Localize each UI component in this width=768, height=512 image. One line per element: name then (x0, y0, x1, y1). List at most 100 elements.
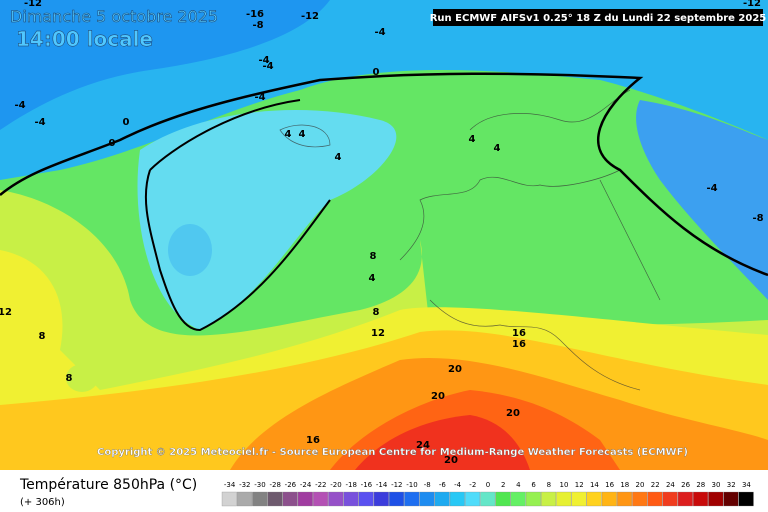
run-label: Run ECMWF AIFSv1 0.25° 18 Z du Lundi 22 … (430, 13, 767, 24)
contour-label: -4 (34, 117, 45, 128)
date-label: Dimanche 5 octobre 2025 (10, 7, 218, 26)
legend-tick-label: 32 (727, 481, 736, 489)
zero-isotherm (144, 99, 331, 332)
legend-swatch (647, 491, 663, 507)
legend-swatch (510, 491, 526, 507)
legend-swatch (662, 491, 678, 507)
legend-swatch (601, 491, 617, 507)
contour-label: -12 (301, 11, 319, 22)
legend-tick-label: -18 (345, 481, 356, 489)
contour-label: 20 (444, 455, 458, 466)
legend-swatch (465, 491, 481, 507)
legend-tick-label: -28 (269, 481, 280, 489)
coastline (279, 89, 661, 391)
contour-label: 12 (0, 307, 12, 318)
legend-swatch (404, 491, 420, 507)
legend-swatch (434, 491, 450, 507)
legend-swatch (541, 491, 557, 507)
contour-label: -8 (252, 20, 263, 31)
legend-swatch (328, 491, 344, 507)
legend-tick-label: 8 (547, 481, 551, 489)
legend-swatch (252, 491, 268, 507)
legend-tick-label: 4 (516, 481, 521, 489)
legend-tick-label: -20 (330, 481, 341, 489)
legend-tick-label: 30 (712, 481, 721, 489)
contour-label: -4 (258, 55, 269, 66)
legend-swatch (343, 491, 359, 507)
contour-label: 0 (373, 67, 380, 78)
legend-tick-label: 22 (651, 481, 660, 489)
lead-time: (+ 306h) (20, 497, 65, 508)
legend-tick-label: 12 (575, 481, 584, 489)
contour-label: 4 (369, 273, 376, 284)
contour-label: 20 (448, 364, 462, 375)
legend-tick-label: -6 (439, 481, 447, 489)
legend-tick-label: 6 (531, 481, 536, 489)
legend-swatch (358, 491, 374, 507)
legend-swatch (677, 491, 693, 507)
legend-tick-label: -8 (424, 481, 431, 489)
time-label: 14:00 locale (16, 27, 153, 51)
contour-label: -4 (14, 100, 25, 111)
legend-swatch (586, 491, 602, 507)
legend-tick-label: -26 (285, 481, 297, 489)
contour-label: -4 (262, 61, 273, 72)
legend-swatch (237, 491, 253, 507)
legend-swatch (525, 491, 541, 507)
cool-pocket (168, 224, 212, 276)
contour-label: 8 (373, 307, 380, 318)
legend-swatch (632, 491, 648, 507)
legend-tick-label: 10 (560, 481, 569, 489)
legend-tick-label: -16 (361, 481, 373, 489)
contour-label: 4 (299, 129, 306, 140)
legend-swatch (297, 491, 313, 507)
contour-label: 0 (123, 117, 130, 128)
legend-tick-label: -24 (300, 481, 312, 489)
cool-sea-region (137, 110, 397, 330)
legend-swatch (495, 491, 511, 507)
contour-label: 8 (370, 251, 377, 262)
legend-swatch (313, 491, 329, 507)
legend-swatch (617, 491, 633, 507)
legend-tick-label: -10 (406, 481, 417, 489)
legend-tick-label: 14 (590, 481, 599, 489)
legend-swatch (708, 491, 724, 507)
contour-label: 4 (335, 152, 342, 163)
contour-label: 0 (109, 138, 116, 149)
contour-label: 16 (512, 328, 526, 339)
contour-label: -4 (254, 92, 265, 103)
legend-tick-label: 0 (486, 481, 490, 489)
legend-tick-label: -14 (376, 481, 388, 489)
contour-label: 4 (469, 134, 476, 145)
legend-tick-label: -4 (454, 481, 462, 489)
contour-label: -12 (743, 0, 761, 9)
legend-swatch (480, 491, 496, 507)
legend-tick-label: -30 (254, 481, 265, 489)
legend-swatch (693, 491, 709, 507)
legend-swatch (221, 491, 237, 507)
legend-tick-label: 16 (605, 481, 614, 489)
legend-tick-label: -12 (391, 481, 402, 489)
contour-label: 20 (431, 391, 445, 402)
cold-region (636, 100, 768, 300)
legend-tick-label: -2 (469, 481, 476, 489)
run-box (433, 9, 763, 26)
legend-tick-label: 24 (666, 481, 675, 489)
legend-swatch (419, 491, 435, 507)
legend-tick-label: 34 (742, 481, 751, 489)
contour-label: -8 (752, 213, 763, 224)
contour-label: -4 (374, 27, 385, 38)
legend-swatch (738, 491, 754, 507)
contour-label: 4 (285, 129, 292, 140)
legend-tick-label: -34 (224, 481, 236, 489)
contour-label: 20 (506, 408, 520, 419)
legend-tick-label: 18 (620, 481, 629, 489)
mild-pocket (66, 364, 98, 392)
legend-swatch (282, 491, 298, 507)
legend-tick-label: -32 (239, 481, 250, 489)
contour-label: 12 (371, 328, 385, 339)
legend-swatch (571, 491, 587, 507)
legend-swatch (556, 491, 572, 507)
